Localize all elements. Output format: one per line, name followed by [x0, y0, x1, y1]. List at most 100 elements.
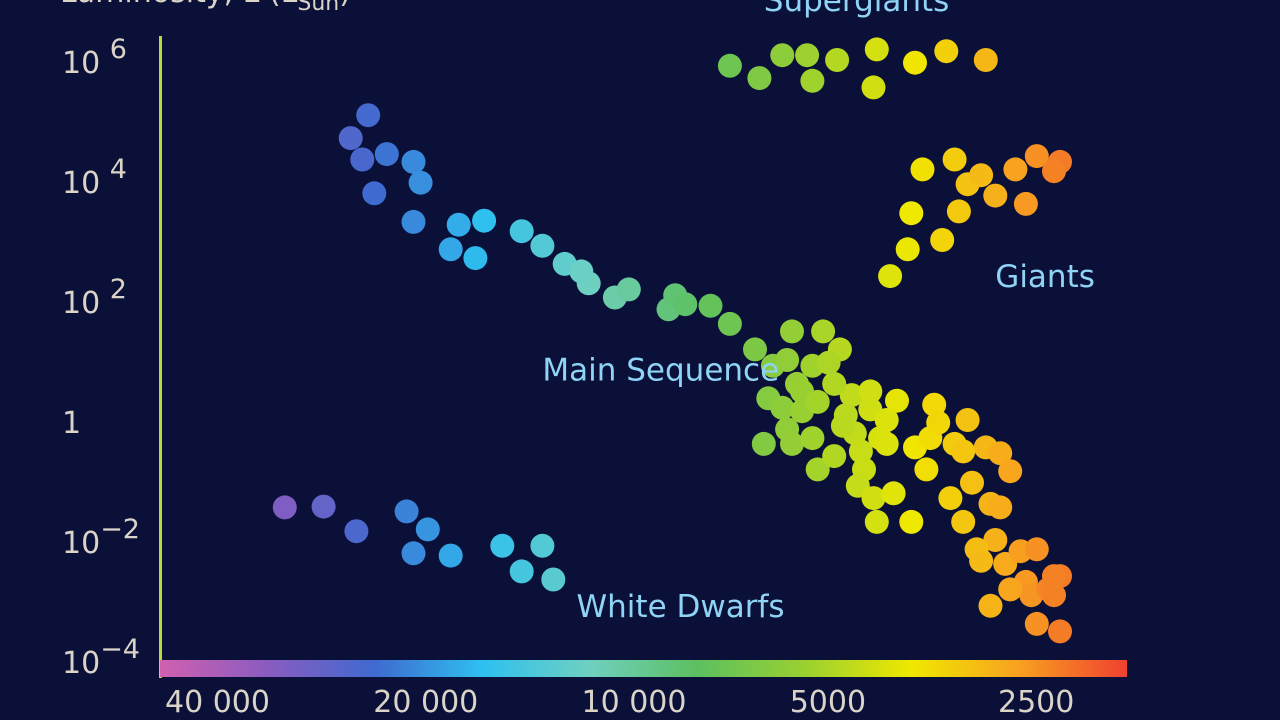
star-point	[874, 408, 899, 432]
star-point	[816, 350, 841, 375]
star-point	[903, 50, 927, 75]
star-point	[374, 142, 399, 167]
star-point	[616, 277, 641, 302]
star-point	[463, 246, 488, 271]
x-tick-label: 5000	[790, 685, 866, 720]
star-point	[822, 444, 847, 469]
star-point	[751, 431, 776, 456]
star-point	[861, 486, 886, 511]
star-point	[973, 48, 998, 72]
star-point	[743, 337, 767, 362]
star-point	[998, 459, 1023, 484]
star-point	[800, 426, 825, 451]
star-point	[874, 431, 899, 456]
star-point	[942, 147, 967, 172]
region-label-supergiants: Supergiants	[764, 0, 950, 19]
star-point	[569, 259, 594, 284]
star-point	[1024, 537, 1049, 562]
star-point	[530, 233, 555, 258]
star-point	[930, 228, 955, 252]
star-points	[272, 37, 1072, 644]
star-point	[800, 68, 825, 93]
star-point	[350, 147, 375, 172]
x-tick-label: 20 000	[373, 685, 478, 720]
region-label-white-dwarfs: White Dwarfs	[577, 589, 785, 625]
star-point	[747, 66, 772, 91]
star-point	[848, 439, 873, 464]
star-point	[839, 383, 864, 408]
y-tick-label: 10−2	[62, 514, 140, 561]
star-point	[1048, 619, 1072, 644]
star-point	[878, 264, 903, 289]
star-point	[951, 439, 976, 464]
star-point	[408, 170, 433, 195]
star-point	[805, 389, 830, 414]
series-main-sequence	[338, 103, 1072, 644]
star-point	[311, 494, 336, 519]
region-label-giants: Giants	[995, 259, 1095, 295]
star-point	[490, 533, 515, 558]
star-point	[825, 48, 850, 72]
star-point	[362, 181, 387, 206]
star-point	[998, 577, 1023, 602]
star-point	[344, 519, 369, 544]
star-point	[899, 201, 924, 226]
y-axis-title: Luminosity, L (LSun)	[60, 0, 351, 16]
star-point	[960, 470, 984, 495]
star-point	[673, 292, 698, 317]
star-point	[861, 75, 886, 100]
temperature-colorbar	[160, 660, 1127, 677]
star-point	[438, 543, 463, 568]
star-point	[770, 43, 795, 68]
star-point	[955, 408, 980, 432]
star-point	[780, 319, 804, 344]
star-point	[1013, 191, 1038, 216]
star-point	[969, 548, 994, 573]
star-point	[988, 441, 1013, 466]
star-point	[969, 163, 994, 188]
star-point	[795, 43, 820, 68]
star-point	[698, 293, 723, 318]
star-point	[438, 237, 463, 262]
y-tick-label: 10 6	[62, 34, 127, 81]
star-point	[1042, 564, 1066, 589]
star-point	[415, 517, 440, 542]
star-point	[885, 388, 909, 413]
star-point	[934, 39, 959, 64]
x-tick-label: 2500	[998, 685, 1074, 720]
star-point	[1042, 159, 1066, 184]
x-tick-label: 40 000	[165, 685, 270, 720]
star-point	[983, 183, 1008, 208]
star-point	[938, 486, 963, 511]
star-point	[946, 199, 971, 224]
star-point	[541, 567, 566, 592]
series-white-dwarfs	[272, 494, 566, 592]
star-point	[822, 371, 847, 396]
star-point	[770, 395, 795, 420]
star-point	[926, 410, 951, 435]
star-point	[978, 593, 1003, 618]
star-point	[717, 53, 742, 78]
x-tick-labels: 40 000 20 000 10 000 5000 2500	[165, 685, 1074, 720]
star-point	[401, 209, 426, 234]
star-point	[910, 157, 935, 182]
star-point	[472, 208, 497, 233]
star-point	[914, 457, 939, 482]
star-point	[1042, 583, 1066, 608]
star-point	[775, 348, 800, 372]
x-tick-label: 10 000	[582, 685, 687, 720]
star-point	[951, 509, 976, 534]
star-point	[864, 37, 889, 62]
series-supergiants	[717, 37, 998, 100]
y-tick-label: 10 2	[62, 274, 127, 321]
star-point	[530, 533, 555, 558]
star-point	[509, 219, 534, 244]
star-point	[858, 379, 883, 404]
star-point	[899, 509, 924, 534]
star-point	[1003, 157, 1028, 182]
star-point	[895, 237, 920, 262]
star-point	[881, 481, 906, 506]
star-point	[1024, 611, 1049, 636]
series-giants	[878, 144, 1072, 289]
